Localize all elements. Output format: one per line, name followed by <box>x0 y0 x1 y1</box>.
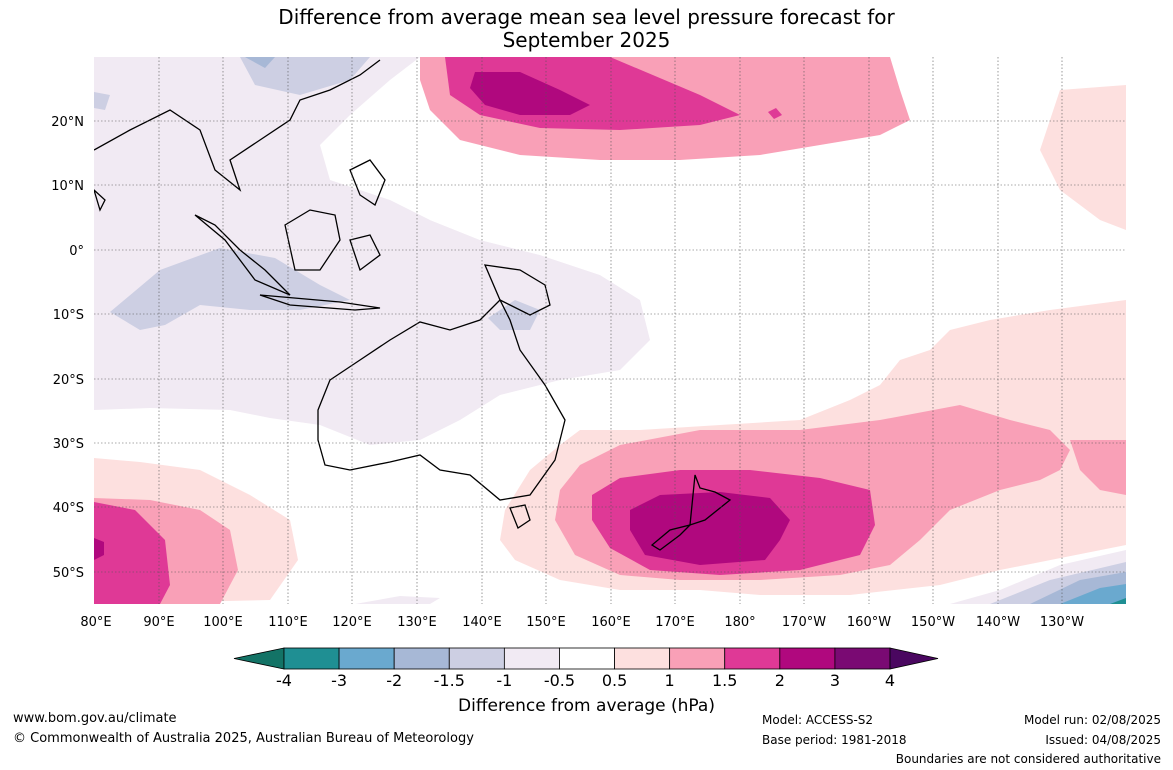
issued-date: Issued: 04/08/2025 <box>1045 733 1161 747</box>
lat-label: 40°S <box>53 501 84 516</box>
disclaimer: Boundaries are not considered authoritat… <box>895 752 1161 766</box>
lat-label: 30°S <box>53 437 84 452</box>
colorbar-tick-label: 2 <box>775 671 785 690</box>
colorbar-segment <box>393 647 450 670</box>
lon-label: 150°W <box>911 615 955 630</box>
colorbar-high-extend <box>889 647 939 670</box>
colorbar-title: Difference from average (hPa) <box>458 696 715 716</box>
colorbar-segment <box>779 647 836 670</box>
colorbar-segment <box>338 647 395 670</box>
lon-label: 100°E <box>203 615 243 630</box>
colorbar-tick-label: 1.5 <box>712 671 737 690</box>
colorbar-tick-label: -2 <box>386 671 402 690</box>
map-title-line1: Difference from average mean sea level p… <box>278 5 895 29</box>
latitude-labels: 20°N 10°N 0° 10°S 20°S 30°S 40°S 50°S <box>51 115 84 581</box>
map-title-line2: September 2025 <box>502 28 671 52</box>
lon-label: 90°E <box>143 615 174 630</box>
lon-label: 170°E <box>655 615 695 630</box>
lat-label: 20°N <box>51 115 84 130</box>
lat-label: 0° <box>69 244 84 259</box>
coastlines <box>94 59 732 551</box>
lon-label: 80°E <box>80 615 111 630</box>
colorbar-segment <box>503 647 560 670</box>
colorbar-tick-label: -0.5 <box>544 671 575 690</box>
lon-label: 120°E <box>332 615 372 630</box>
colorbar-segment <box>669 647 726 670</box>
lat-label: 20°S <box>53 373 84 388</box>
lon-label: 130°E <box>397 615 437 630</box>
lon-label: 180° <box>724 615 755 630</box>
lon-label: 160°E <box>591 615 631 630</box>
lat-label: 10°N <box>51 179 84 194</box>
colorbar-tick-label: -1.5 <box>434 671 465 690</box>
colorbar-tick-label: 0.5 <box>602 671 627 690</box>
colorbar-low-extend <box>233 647 285 670</box>
colorbar-tick-label: 3 <box>830 671 840 690</box>
lon-label: 150°E <box>526 615 566 630</box>
colorbar-tick-labels: -4 -3 -2 -1.5 -1 -0.5 0.5 1 1.5 2 3 4 <box>276 671 895 690</box>
website-link[interactable]: www.bom.gov.au/climate <box>13 711 177 726</box>
lat-label: 10°S <box>53 308 84 323</box>
colorbar-tick-label: -3 <box>331 671 347 690</box>
colorbar-tick-label: -4 <box>276 671 292 690</box>
colorbar-segment <box>724 647 781 670</box>
copyright-notice: © Commonwealth of Australia 2025, Austra… <box>13 731 474 746</box>
model-run-date: Model run: 02/08/2025 <box>1023 713 1161 727</box>
negative-anomaly-core <box>110 248 350 330</box>
negative-anomaly-region <box>94 57 650 445</box>
lon-label: 110°E <box>268 615 308 630</box>
lat-label: 50°S <box>53 566 84 581</box>
lon-label: 170°W <box>782 615 826 630</box>
model-name: Model: ACCESS-S2 <box>762 713 874 727</box>
lon-label: 140°W <box>976 615 1020 630</box>
anomaly-fields <box>94 57 1126 604</box>
colorbar-segment <box>559 647 615 670</box>
lon-label: 130°W <box>1040 615 1084 630</box>
colorbar <box>233 647 939 670</box>
graticule <box>94 57 1126 604</box>
base-period: Base period: 1981-2018 <box>762 733 907 747</box>
longitude-labels: 80°E 90°E 100°E 110°E 120°E 130°E 140°E … <box>80 615 1084 630</box>
colorbar-segment <box>614 647 671 670</box>
colorbar-tick-label: 1 <box>665 671 675 690</box>
colorbar-tick-label: -1 <box>496 671 512 690</box>
lon-label: 140°E <box>462 615 502 630</box>
colorbar-segment <box>834 647 891 670</box>
colorbar-segment <box>448 647 505 670</box>
colorbar-segment <box>283 647 340 670</box>
lon-label: 160°W <box>847 615 891 630</box>
colorbar-tick-label: 4 <box>885 671 895 690</box>
